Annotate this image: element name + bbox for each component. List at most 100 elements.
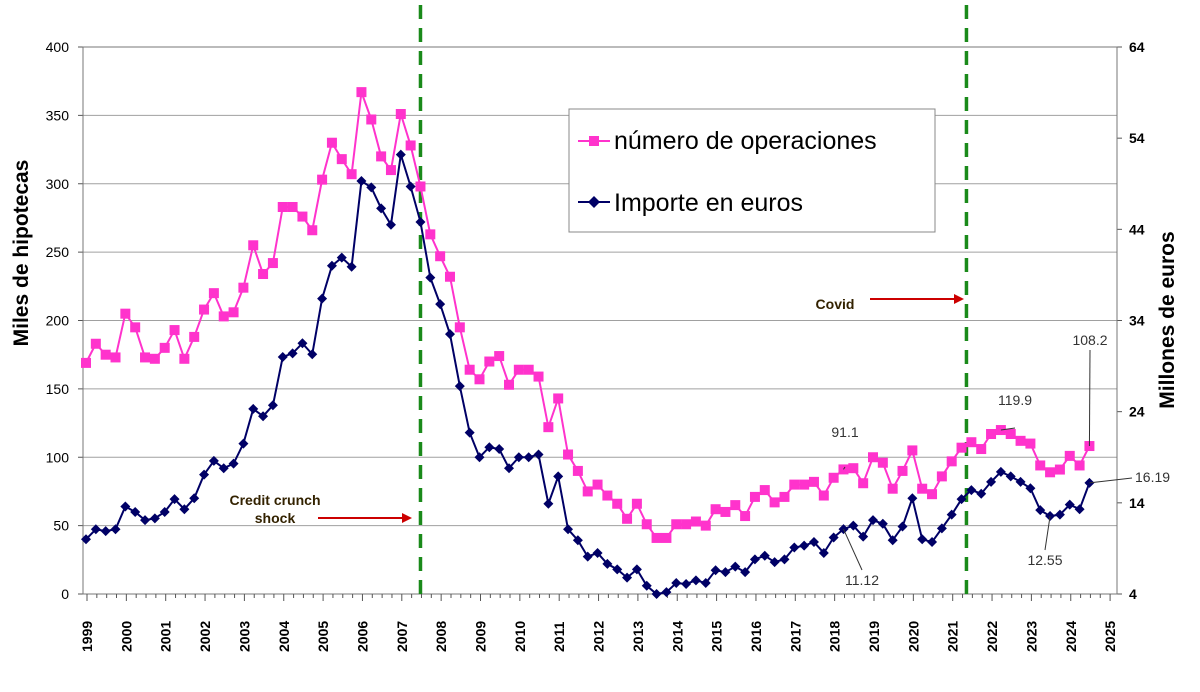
data-point-operaciones (504, 379, 515, 390)
data-point-importe (425, 272, 436, 283)
data-label-leader (843, 466, 846, 470)
x-tick-label: 2025 (1102, 621, 1118, 652)
data-point-importe (81, 534, 91, 545)
data-point-operaciones (887, 483, 898, 494)
annotation-credit-crunch-text: Credit crunch shock (229, 492, 320, 526)
y-axis-title-right: Millones de euros (1156, 231, 1179, 408)
x-tick-label: 1999 (79, 621, 95, 652)
data-point-importe (1064, 499, 1075, 510)
data-point-operaciones (917, 483, 928, 494)
data-point-operaciones (690, 516, 701, 527)
data-point-importe (553, 471, 564, 482)
data-point-importe (395, 149, 406, 160)
legend-label-importe: Importe en euros (614, 189, 803, 217)
data-point-importe (277, 351, 288, 362)
data-point-operaciones (385, 165, 396, 176)
data-point-operaciones (582, 486, 593, 497)
data-point-operaciones (681, 519, 692, 530)
data-point-operaciones (641, 519, 652, 530)
y-tick-label-right: 44 (1129, 221, 1145, 237)
data-point-operaciones (267, 258, 278, 269)
data-point-importe (818, 547, 829, 558)
data-point-importe (523, 452, 534, 463)
data-point-importe (858, 531, 869, 542)
data-point-importe (100, 526, 111, 537)
annotation-covid: Covid (816, 294, 964, 312)
data-point-importe (572, 535, 583, 546)
x-tick-label: 2016 (748, 621, 764, 652)
data-point-importe (592, 547, 603, 558)
data-point-operaciones (208, 288, 219, 299)
data-point-importe (897, 521, 908, 532)
data-point-importe (307, 349, 318, 360)
x-tick-label: 2020 (905, 621, 921, 652)
data-point-operaciones (169, 325, 180, 336)
data-point-importe (690, 575, 701, 586)
data-label: 119.9 (998, 392, 1032, 408)
data-point-importe (956, 494, 967, 505)
x-tick-label: 2001 (158, 621, 174, 652)
data-label: 12.55 (1027, 552, 1062, 568)
data-point-importe (740, 567, 751, 578)
x-tick-label: 2002 (197, 621, 213, 652)
data-point-importe (976, 488, 987, 499)
y-tick-label-left: 350 (46, 107, 70, 123)
data-point-operaciones (346, 169, 357, 180)
data-point-operaciones (189, 331, 200, 342)
data-point-operaciones (543, 422, 554, 433)
data-point-operaciones (710, 504, 721, 515)
data-point-operaciones (1045, 467, 1056, 478)
data-point-importe (710, 565, 721, 576)
y-tick-label-left: 400 (46, 39, 70, 55)
data-point-importe (484, 442, 495, 453)
data-point-importe (799, 540, 810, 551)
data-point-importe (149, 513, 160, 524)
data-point-importe (1074, 504, 1085, 515)
data-point-operaciones (720, 506, 731, 517)
data-label-leader (1044, 515, 1051, 551)
data-point-operaciones (612, 498, 623, 509)
data-point-importe (336, 252, 347, 263)
x-tick-label: 2010 (512, 621, 528, 652)
y-tick-label-right: 64 (1129, 39, 1145, 55)
data-point-operaciones (927, 489, 938, 500)
data-point-operaciones (140, 352, 151, 363)
data-point-operaciones (671, 519, 682, 530)
x-tick-label: 2019 (866, 621, 882, 652)
y-tick-label-right: 54 (1129, 130, 1145, 146)
data-point-operaciones (287, 201, 298, 212)
series-layer (81, 87, 1095, 599)
data-point-importe (759, 550, 770, 561)
data-point-operaciones (1025, 438, 1036, 449)
data-point-operaciones (572, 465, 583, 476)
data-point-importe (159, 506, 170, 517)
annotation-credit-crunch: Credit crunch shock (229, 492, 412, 526)
x-tick-label: 2013 (630, 621, 646, 652)
data-label-leader (1088, 349, 1091, 447)
data-point-importe (454, 381, 465, 392)
data-label-leader (843, 528, 863, 571)
data-point-operaciones (474, 374, 485, 385)
data-point-importe (1005, 471, 1016, 482)
x-tick-label: 2023 (1023, 621, 1039, 652)
data-point-importe (700, 578, 711, 589)
data-point-importe (917, 534, 928, 545)
data-point-operaciones (179, 353, 190, 364)
y-tick-label-right: 14 (1129, 495, 1145, 511)
data-point-importe (651, 589, 662, 599)
data-point-operaciones (425, 229, 436, 240)
data-point-operaciones (759, 485, 770, 496)
data-point-operaciones (110, 352, 121, 363)
data-point-operaciones (592, 479, 603, 490)
x-tick-label: 2014 (669, 621, 685, 652)
x-tick-label: 2015 (709, 621, 725, 652)
data-point-importe (199, 469, 210, 480)
data-point-operaciones (622, 513, 633, 524)
data-point-importe (405, 181, 416, 192)
data-point-importe (808, 537, 819, 548)
data-point-importe (749, 554, 760, 565)
data-label: 108.2 (1072, 332, 1107, 348)
data-point-operaciones (877, 457, 888, 468)
data-point-importe (631, 564, 642, 575)
data-point-operaciones (277, 201, 288, 212)
